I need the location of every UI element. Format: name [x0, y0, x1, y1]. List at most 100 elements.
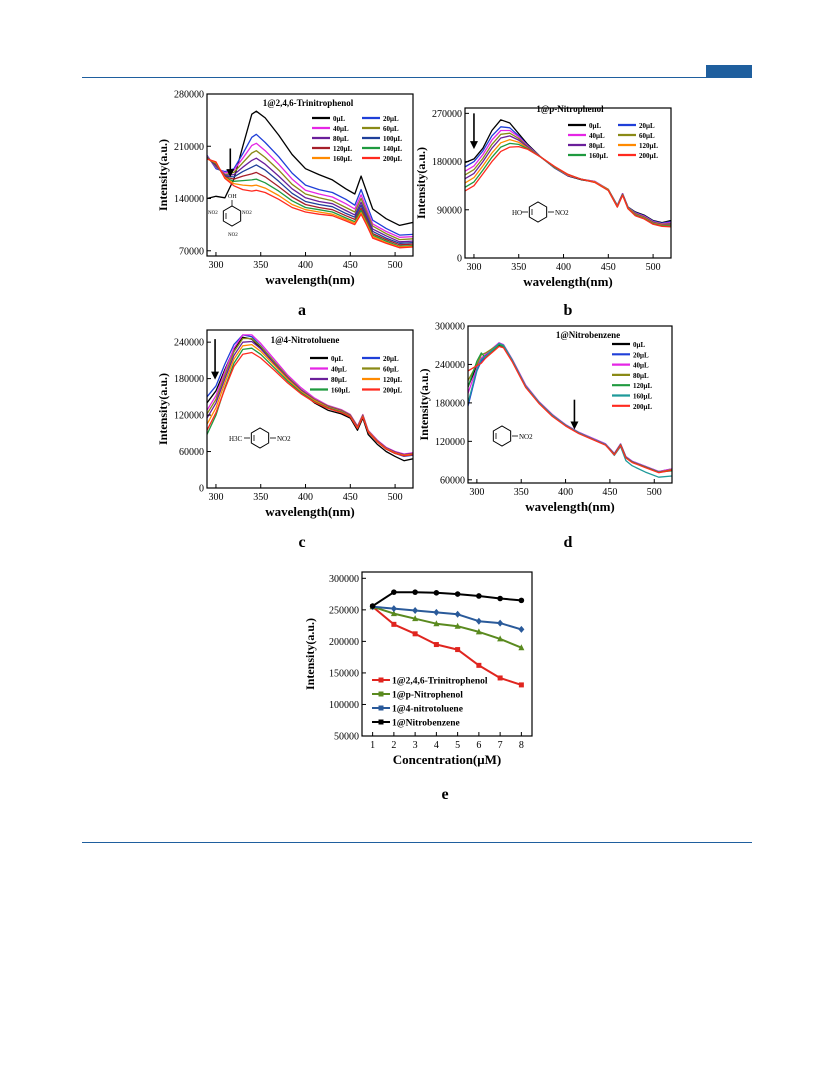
series-line — [207, 156, 413, 244]
data-point — [518, 597, 525, 604]
legend-label: 200μL — [383, 387, 402, 395]
plot-frame — [467, 325, 673, 484]
x-tick-label: 400 — [298, 492, 313, 503]
series-line — [207, 110, 413, 227]
legend-label: 120μL — [333, 145, 352, 153]
series-line — [468, 345, 672, 474]
x-tick-label: 500 — [388, 492, 403, 503]
molecule-structure: OH NO2 NO2 NO2 — [208, 194, 252, 238]
legend-label: 1@p-Nitrophenol — [392, 691, 463, 701]
data-point — [433, 608, 440, 616]
x-tick-label: 500 — [646, 262, 661, 273]
arrow-down-icon — [570, 421, 579, 430]
series-group — [369, 589, 525, 688]
data-point — [412, 606, 419, 614]
data-point — [476, 593, 482, 599]
x-tick-label: 450 — [601, 262, 616, 273]
x-tick-label: 350 — [253, 492, 268, 503]
y-tick-label: 280000 — [174, 90, 204, 101]
molecule-structure: HO NO2 — [512, 201, 569, 223]
data-point — [518, 682, 524, 688]
data-point — [518, 625, 525, 633]
data-point — [475, 628, 482, 635]
legend-label: 80μL — [333, 135, 349, 143]
y-tick-label: 180000 — [174, 374, 204, 385]
legend-label: 20μL — [383, 115, 399, 123]
series-group — [207, 334, 413, 462]
x-tick-label: 450 — [343, 492, 358, 503]
data-point — [412, 589, 418, 595]
legend-label: 100μL — [383, 135, 402, 143]
chart-title: 1@2,4,6-Trinitrophenol — [263, 98, 354, 108]
data-point — [454, 591, 461, 597]
data-point — [476, 662, 482, 668]
y-tick-label: 200000 — [329, 637, 359, 648]
data-point — [433, 620, 440, 627]
x-axis-label: wavelength(nm) — [265, 272, 355, 287]
data-point — [391, 621, 397, 627]
x-axis-label: Concentration(μM) — [393, 752, 501, 767]
series-line — [207, 142, 413, 238]
x-tick-label: 300 — [469, 487, 484, 498]
y-tick-label: 70000 — [179, 246, 204, 257]
data-point — [497, 619, 504, 627]
legend-label: 160μL — [331, 387, 350, 395]
x-tick-label: 3 — [413, 740, 418, 751]
series-line — [207, 336, 413, 462]
series-group — [465, 119, 671, 228]
substituent-label: OH — [228, 194, 237, 200]
x-axis-label: wavelength(nm) — [265, 504, 355, 519]
x-tick-label: 300 — [208, 260, 223, 271]
x-tick-label: 1 — [370, 740, 375, 751]
legend-label: 120μL — [639, 142, 658, 150]
legend-marker — [378, 677, 384, 683]
series-line — [372, 605, 522, 631]
arrow-down-icon — [469, 141, 478, 150]
x-tick-label: 2 — [391, 740, 396, 751]
x-tick-label: 7 — [498, 740, 503, 751]
x-tick-label: 350 — [253, 260, 268, 271]
legend-label: 80μL — [331, 376, 347, 384]
y-tick-label: 250000 — [329, 605, 359, 616]
legend-label: 60μL — [639, 132, 655, 140]
chart-title: 1@p-Nitrophenol — [536, 104, 604, 114]
series-line — [207, 351, 413, 457]
panel-letter-e: e — [441, 786, 449, 803]
x-tick-label: 400 — [556, 262, 571, 273]
legend-label: 1@2,4,6-Trinitrophenol — [392, 677, 488, 687]
series-line — [207, 157, 413, 243]
chart-c: 300 350 400 450 500 0 60000 120000 180000 240000 w… — [156, 329, 414, 519]
legend-label: 20μL — [633, 351, 649, 359]
y-tick-label: 140000 — [174, 194, 204, 205]
substituent-label: NO2 — [519, 433, 533, 441]
data-point — [497, 635, 504, 642]
series-group — [207, 110, 413, 249]
x-tick-label: 500 — [388, 260, 403, 271]
legend-label: 0μL — [333, 115, 345, 123]
y-tick-label: 60000 — [440, 475, 465, 486]
x-axis-label: wavelength(nm) — [523, 274, 613, 289]
y-tick-label: 240000 — [435, 360, 465, 371]
y-axis-label: Intensity(a.u.) — [303, 618, 317, 690]
y-tick-label: 300000 — [329, 574, 359, 585]
series-line — [207, 133, 413, 236]
y-tick-label: 50000 — [334, 732, 359, 743]
y-tick-label: 100000 — [329, 700, 359, 711]
y-tick-label: 210000 — [174, 142, 204, 153]
substituent-label: NO2 — [242, 211, 252, 216]
x-axis-label: wavelength(nm) — [525, 499, 615, 514]
legend-label: 40μL — [331, 366, 347, 374]
y-axis-label: Intensity(a.u.) — [156, 373, 170, 445]
data-point — [433, 642, 439, 648]
legend-label: 140μL — [383, 145, 402, 153]
data-point — [412, 631, 418, 637]
panel-letter-c: c — [298, 534, 306, 551]
legend-label: 80μL — [589, 142, 605, 150]
data-point — [497, 595, 503, 602]
legend-label: 40μL — [589, 132, 605, 140]
substituent-label: H3C — [229, 435, 243, 443]
x-tick-label: 400 — [558, 487, 573, 498]
series-line — [465, 145, 671, 228]
y-tick-label: 150000 — [329, 668, 359, 679]
legend-label: 200μL — [639, 152, 658, 160]
